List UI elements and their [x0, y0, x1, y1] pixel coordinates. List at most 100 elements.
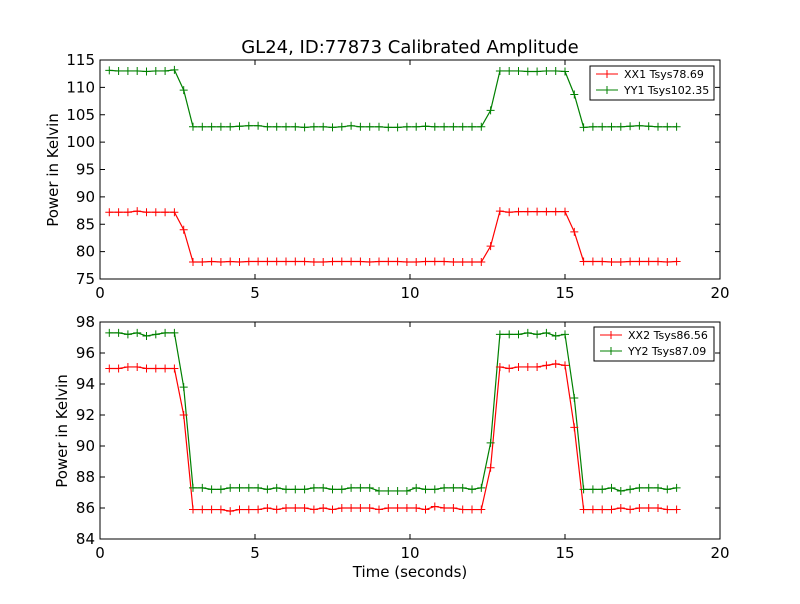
bottom-series-0-point [114, 364, 123, 373]
top-series-0-point [588, 257, 597, 266]
bottom-y-tick-label: 84 [76, 530, 95, 548]
top-series-1-point [458, 122, 467, 131]
bottom-series-1-point [189, 483, 197, 492]
bottom-series-0-point [319, 504, 328, 512]
bottom-series-1-point [319, 483, 328, 492]
bottom-series-0-point [161, 364, 170, 373]
top-series-1-point [495, 66, 504, 75]
top-series-1-point [551, 66, 560, 75]
top-series-1-point [542, 66, 551, 75]
top-series-1-point [337, 122, 346, 131]
bottom-series-0-point [207, 505, 216, 514]
bottom-series-0-point [309, 505, 318, 514]
top-series-1-point [505, 66, 514, 75]
top-series-markers [105, 65, 681, 267]
top-series-0-point [161, 208, 170, 217]
bottom-series-0-point [291, 504, 300, 512]
top-series-1-point [179, 86, 188, 95]
bottom-series-1-point [468, 485, 476, 494]
bottom-legend-label-yy2: YY2 Tsys87.09 [627, 345, 706, 358]
bottom-series-0-point [170, 364, 179, 373]
bottom-series-0-point [644, 504, 653, 512]
bottom-series-0-point [430, 502, 439, 511]
top-series-0-point [579, 257, 588, 266]
top-series-1-point [570, 90, 579, 99]
top-series-1-point [644, 122, 653, 131]
top-series-0-point [179, 225, 188, 234]
top-series-1-point [216, 122, 225, 131]
bottom-y-tick-label: 92 [76, 406, 95, 424]
bottom-series-0-point [449, 504, 458, 512]
bottom-series-1-point [402, 486, 411, 495]
bottom-series-0-point [189, 505, 197, 514]
bottom-series-1-point [291, 485, 300, 494]
top-series-0-point [486, 242, 495, 251]
top-series-1-point [235, 122, 244, 131]
top-series-0-point [365, 258, 374, 267]
bottom-series-1-point [523, 328, 532, 337]
bottom-series-1-point [198, 483, 207, 492]
bottom-series-1-point [579, 485, 588, 494]
top-y-tick-label: 110 [66, 78, 95, 96]
top-series-0-point [207, 257, 216, 266]
bottom-series-0-point [570, 423, 579, 432]
top-y-tick-label: 85 [76, 215, 95, 233]
top-series-0-point [551, 207, 560, 216]
bottom-series-1-point [356, 483, 365, 492]
bottom-series-0-point [244, 505, 253, 514]
top-series-0-point [328, 257, 337, 266]
top-series-0-point [421, 257, 430, 266]
top-x-ticks: 0 5 10 15 20 [95, 60, 730, 302]
top-series-0-point [561, 207, 569, 216]
bottom-series-0-point [477, 505, 486, 514]
top-series-0-point [216, 258, 225, 267]
top-series-1-point [244, 121, 253, 130]
bottom-x-tick-label: 20 [710, 544, 729, 562]
top-x-tick-label: 10 [400, 284, 419, 302]
bottom-series-0-point [402, 504, 411, 512]
bottom-y-tick-label: 98 [76, 313, 95, 331]
top-series-0-point [105, 208, 114, 217]
top-y-tick-label: 80 [76, 243, 95, 261]
bottom-series-0-point [235, 505, 244, 514]
bottom-series-0-point [672, 505, 681, 514]
bottom-series-1-point [384, 486, 393, 495]
bottom-series-1-point [514, 330, 523, 339]
top-series-1-point [365, 122, 374, 131]
bottom-series-0-point [105, 364, 114, 373]
top-series-1-point [328, 123, 337, 132]
bottom-series-1-point [542, 328, 551, 337]
top-series-0-point [635, 257, 644, 266]
top-series-0-point [263, 257, 272, 266]
top-series-1-point [468, 122, 476, 131]
top-series-0-point [375, 257, 383, 266]
bottom-y-axis-label: Power in Kelvin [53, 374, 71, 488]
bottom-series-1-point [347, 483, 356, 492]
top-series-1-point [393, 123, 402, 132]
bottom-series-1-point [654, 483, 662, 492]
top-series-0-point [514, 207, 523, 216]
top-y-tick-label: 115 [66, 51, 95, 69]
top-series-0-point [198, 258, 207, 267]
bottom-legend-box [593, 326, 715, 362]
top-series-0-point [663, 258, 672, 267]
top-y-tick-label: 100 [66, 133, 95, 151]
bottom-series-1-point [393, 486, 402, 495]
bottom-series-0-point [282, 504, 290, 512]
bottom-series-0-point [198, 505, 207, 514]
top-series-1-point [579, 123, 588, 132]
top-series-0-point [402, 258, 411, 267]
top-series-1-point [254, 121, 263, 130]
top-series-1-point [309, 122, 318, 131]
top-series-0-point [309, 258, 318, 267]
bottom-legend-label-xx2: XX2 Tsys86.56 [628, 329, 708, 342]
top-series-1-point [672, 122, 681, 131]
bottom-series-1-point [607, 483, 616, 492]
bottom-series-1-point [263, 485, 272, 494]
bottom-series-0-point [263, 504, 272, 512]
bottom-series-0-point [654, 504, 662, 512]
bottom-series-0-point [123, 362, 132, 371]
bottom-series-1-point [226, 483, 235, 492]
top-y-tick-label: 90 [76, 188, 95, 206]
bottom-series-0-point [151, 364, 160, 373]
